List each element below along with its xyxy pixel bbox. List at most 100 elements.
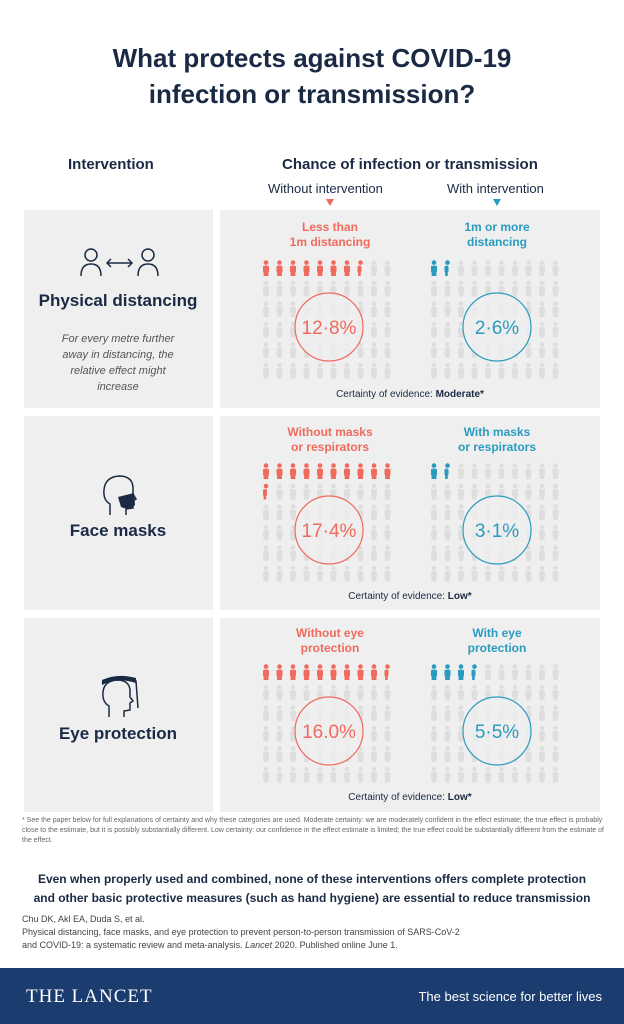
- eye-protection-title: Eye protection: [58, 724, 178, 743]
- person-icon: [290, 545, 296, 561]
- person-icon: [371, 483, 377, 500]
- person-icon: [303, 260, 310, 276]
- face-masks-without-label: Without masks or respirators: [250, 425, 410, 455]
- person-icon: [371, 362, 377, 379]
- person-icon: [539, 483, 545, 500]
- person-icon: [485, 565, 491, 582]
- chance-column-header: Chance of infection or transmission: [282, 156, 538, 173]
- person-icon: [371, 766, 377, 783]
- note-line: For every metre further: [61, 333, 175, 345]
- person-icon: [371, 321, 377, 338]
- person-icon: [330, 766, 337, 783]
- value-circle: [462, 292, 532, 362]
- lancet-logo: THE LANCET: [26, 986, 153, 1007]
- person-icon: [371, 565, 377, 582]
- person-icon: [384, 524, 391, 541]
- person-icon: [290, 725, 296, 742]
- person-icon: [539, 524, 545, 541]
- person-icon: [552, 746, 559, 762]
- person-icon: [263, 684, 269, 701]
- person-icon: [357, 766, 364, 783]
- person-icon: [444, 362, 451, 379]
- physical-distancing-title: Physical distancing: [38, 291, 198, 310]
- reference-source-a: and COVID-19: a systematic review and me…: [22, 940, 246, 950]
- person-icon: [384, 280, 391, 297]
- person-icon-partial: [384, 664, 390, 680]
- with-intervention-header: With intervention: [447, 181, 544, 196]
- person-icon: [471, 362, 478, 379]
- reference-source-b: 2020. Published online June 1.: [272, 940, 398, 950]
- person-icon: [525, 766, 532, 783]
- person-icon: [371, 684, 377, 701]
- person-icon: [317, 260, 323, 276]
- person-icon: [498, 565, 505, 582]
- person-icon: [444, 504, 451, 520]
- person-icon-partial: [444, 463, 450, 479]
- person-icon: [317, 766, 323, 783]
- value-circle: [294, 696, 364, 766]
- person-icon: [552, 260, 559, 276]
- percentage-label: 17·4%: [302, 521, 357, 542]
- label-line: or respirators: [290, 440, 370, 454]
- eye-protection-with-label: With eye protection: [417, 626, 577, 656]
- person-icon: [539, 545, 545, 561]
- person-icon: [290, 684, 296, 701]
- person-icon: [357, 684, 364, 701]
- person-icon: [384, 766, 391, 783]
- person-icon: [498, 362, 505, 379]
- person-icon: [357, 463, 364, 479]
- person-icon: [458, 362, 464, 379]
- person-icon: [290, 766, 296, 783]
- percentage-label: 12·8%: [302, 318, 357, 339]
- person-icon: [485, 664, 491, 680]
- face-masks-without-grid: 17·4%: [263, 463, 391, 582]
- person-icon: [276, 342, 283, 358]
- person-icon: [539, 321, 545, 338]
- person-icon: [458, 766, 464, 783]
- person-icon: [384, 545, 391, 561]
- person-icon: [276, 766, 283, 783]
- person-icon: [444, 342, 451, 358]
- person-icon: [552, 362, 559, 379]
- person-icon: [276, 280, 283, 297]
- person-icon: [471, 483, 478, 500]
- person-icon: [290, 664, 296, 680]
- person-icon: [357, 483, 364, 500]
- person-icon: [458, 705, 464, 721]
- label-line: distancing: [466, 235, 527, 249]
- person-icon: [344, 280, 350, 297]
- person-icon: [431, 321, 437, 338]
- label-line: or respirators: [457, 440, 537, 454]
- physical-distancing-without-grid: 12·8%: [263, 260, 391, 379]
- person-icon: [276, 321, 283, 338]
- person-icon: [471, 766, 478, 783]
- person-icon: [276, 463, 283, 479]
- certainty-prefix: Certainty of evidence:: [348, 591, 448, 602]
- person-icon: [458, 746, 464, 762]
- person-icon-partial: [357, 260, 363, 276]
- person-icon: [303, 664, 310, 680]
- person-icon: [512, 483, 518, 500]
- label-line: Less than: [301, 220, 358, 234]
- without-arrow-icon: [326, 199, 334, 206]
- person-icon: [263, 725, 269, 742]
- person-icon: [384, 483, 391, 500]
- person-icon: [539, 342, 545, 358]
- person-icon: [525, 664, 532, 680]
- eye-protection-without-label: Without eye protection: [250, 626, 410, 656]
- person-icon: [344, 684, 350, 701]
- label-line: Without eye: [296, 626, 364, 640]
- person-icon: [371, 705, 377, 721]
- person-icon: [539, 301, 545, 317]
- person-icon: [263, 766, 269, 783]
- person-icon: [525, 280, 532, 297]
- person-icon: [485, 766, 491, 783]
- person-icon: [276, 504, 283, 520]
- without-intervention-header: Without intervention: [268, 181, 383, 196]
- person-icon: [431, 565, 437, 582]
- person-icon: [371, 280, 377, 297]
- person-icon: [303, 280, 310, 297]
- person-icon: [290, 301, 296, 317]
- person-icon: [458, 301, 464, 317]
- person-icon: [471, 684, 478, 701]
